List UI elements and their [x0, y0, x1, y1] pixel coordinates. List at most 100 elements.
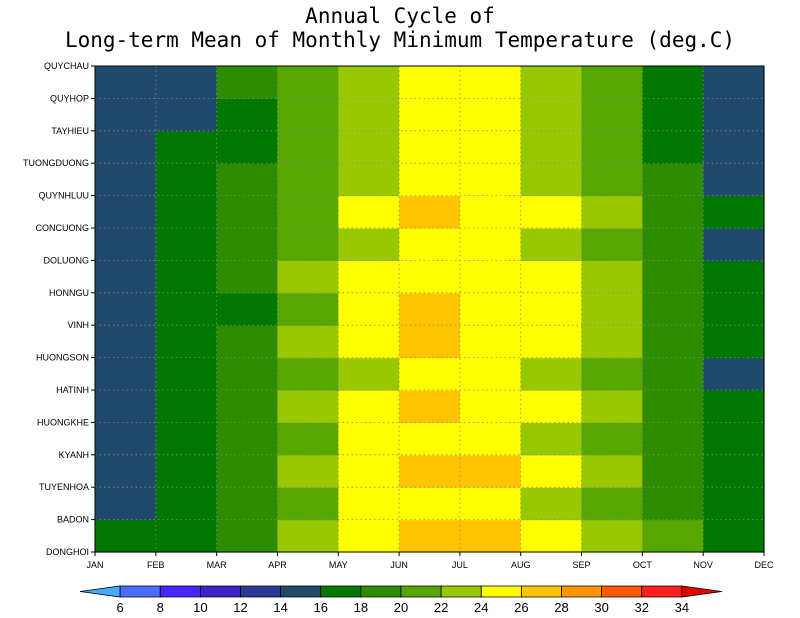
heatmap-cell [520, 98, 583, 132]
heatmap-cell [155, 130, 218, 164]
y-tick-label: DOLUONG [43, 255, 89, 265]
heatmap-cell [520, 357, 583, 391]
y-tick-label: HATINH [56, 385, 89, 395]
colorbar-label: 32 [635, 600, 649, 615]
colorbar-swatch [440, 585, 482, 598]
colorbar-swatch [561, 585, 603, 598]
heatmap-cell [338, 98, 400, 132]
heatmap-cell [95, 325, 157, 359]
heatmap-cell [703, 98, 765, 132]
colorbar-swatch [280, 585, 322, 598]
heatmap-cell [581, 130, 643, 164]
heatmap-cell [399, 357, 461, 391]
heatmap-cell [642, 195, 704, 229]
heatmap-cell [155, 195, 218, 229]
heatmap-cell [642, 454, 704, 488]
x-axis: JAN FEB MAR APR MAY JUN JUL AUG SEP OCT NOV DEC [86, 552, 774, 570]
colorbar: 6 8 10 12 14 16 18 20 22 24 26 28 30 32 34 [79, 585, 723, 615]
heatmap-cell [459, 195, 522, 229]
heatmap-cell [338, 422, 400, 456]
heatmap-cell [581, 357, 643, 391]
heatmap-cell [277, 422, 339, 456]
heatmap-cell [703, 260, 765, 294]
heatmap-cell [520, 195, 583, 229]
heatmap-cell [155, 487, 218, 521]
y-tick-label: CONCUONG [36, 223, 90, 233]
heatmap-cell [216, 163, 279, 197]
y-tick-label: HONNGU [49, 288, 89, 298]
heatmap-cell [459, 292, 522, 326]
heatmap-cell [520, 292, 583, 326]
heatmap-cell [95, 292, 157, 326]
heatmap-cell [155, 163, 218, 197]
colorbar-label: 16 [314, 600, 328, 615]
heatmap-cell [459, 519, 522, 553]
colorbar-swatch [79, 585, 121, 598]
y-tick-label: QUYHOP [50, 93, 89, 103]
heatmap-cell [520, 325, 583, 359]
y-tick-label: HUONGSON [36, 353, 89, 363]
heatmap-cell [216, 260, 279, 294]
y-tick-label: TUYENHOA [39, 482, 89, 492]
heatmap-cell [642, 66, 704, 99]
y-axis: QUYCHAU QUYHOP TAYHIEU TUONGDUONG QUYNHLUU CO… [23, 61, 95, 557]
colorbar-label: 30 [594, 600, 608, 615]
heatmap-cells [95, 66, 765, 553]
heatmap-cell [338, 357, 400, 391]
heatmap-cell [277, 325, 339, 359]
x-tick-label: APR [268, 560, 287, 570]
heatmap-cell [581, 66, 643, 99]
heatmap-cell [95, 260, 157, 294]
x-tick-label: JUN [390, 560, 408, 570]
heatmap-cell [216, 66, 279, 99]
heatmap-cell [399, 325, 461, 359]
heatmap-cell [277, 292, 339, 326]
heatmap-cell [642, 292, 704, 326]
heatmap-cell [155, 519, 218, 553]
heatmap-cell [338, 195, 400, 229]
heatmap-cell [459, 357, 522, 391]
colorbar-label: 14 [273, 600, 287, 615]
heatmap-cell [642, 357, 704, 391]
heatmap-cell [520, 454, 583, 488]
heatmap-cell [399, 519, 461, 553]
heatmap-cell [338, 130, 400, 164]
heatmap-cell [459, 163, 522, 197]
y-tick-label: BADON [57, 515, 89, 525]
heatmap-cell [399, 130, 461, 164]
x-tick-label: OCT [633, 560, 653, 570]
heatmap-cell [95, 357, 157, 391]
heatmap-cell [155, 260, 218, 294]
heatmap-cell [581, 454, 643, 488]
colorbar-swatch [159, 585, 201, 598]
heatmap-cell [95, 390, 157, 423]
heatmap-cell [703, 325, 765, 359]
heatmap-cell [581, 422, 643, 456]
heatmap-cell [216, 487, 279, 521]
x-tick-label: SEP [573, 560, 591, 570]
colorbar-label: 28 [554, 600, 568, 615]
heatmap-cell [95, 228, 157, 261]
heatmap-cell [216, 130, 279, 164]
heatmap-cell [338, 228, 400, 261]
heatmap-cell [216, 195, 279, 229]
heatmap-cell [216, 292, 279, 326]
heatmap-cell [155, 292, 218, 326]
heatmap-cell [277, 357, 339, 391]
grid-lines [95, 66, 764, 552]
colorbar-swatch [320, 585, 362, 598]
y-tick-label: TAYHIEU [51, 126, 89, 136]
heatmap-cell [459, 325, 522, 359]
y-tick-label: DONGHOI [46, 547, 89, 557]
colorbar-swatch [681, 585, 723, 598]
colorbar-swatch [119, 585, 161, 598]
colorbar-swatch [400, 585, 442, 598]
heatmap-cell [338, 66, 400, 99]
y-tick-label: KYANH [59, 450, 89, 460]
heatmap-cell [703, 422, 765, 456]
heatmap-cell [459, 228, 522, 261]
heatmap-cell [642, 422, 704, 456]
heatmap-cell [399, 260, 461, 294]
heatmap-cell [399, 195, 461, 229]
